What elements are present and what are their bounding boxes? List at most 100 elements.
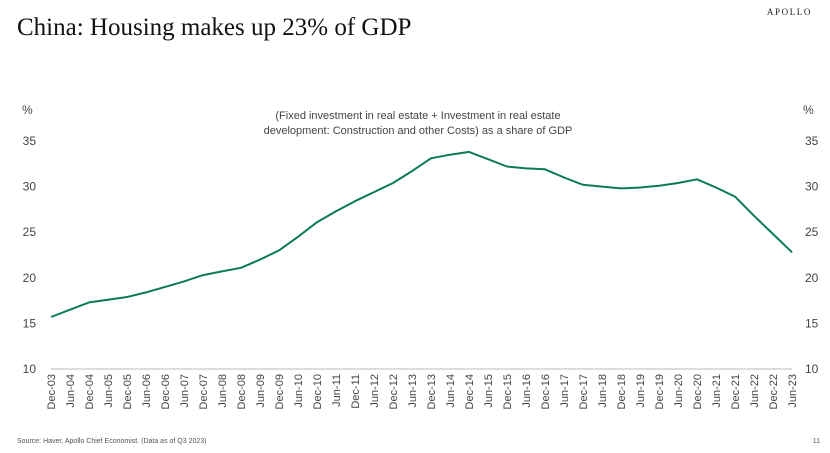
data-point bbox=[164, 285, 167, 288]
data-point bbox=[145, 291, 148, 294]
x-tick-label: Dec-09 bbox=[274, 374, 286, 409]
data-point bbox=[107, 298, 110, 301]
x-tick-label: Jun-22 bbox=[749, 374, 761, 408]
x-tick-label: Dec-12 bbox=[388, 374, 400, 409]
x-tick-label: Jun-08 bbox=[217, 374, 229, 408]
brand-logo-text: APOLLO bbox=[766, 7, 812, 17]
data-point bbox=[525, 167, 528, 170]
data-point bbox=[430, 157, 433, 160]
data-point bbox=[297, 235, 300, 238]
data-point bbox=[563, 176, 566, 179]
x-tick-label: Jun-09 bbox=[255, 374, 267, 408]
x-tick-label: Dec-15 bbox=[502, 374, 514, 409]
data-point bbox=[316, 221, 319, 224]
x-tick-label: Dec-18 bbox=[616, 374, 628, 409]
x-axis: Dec-03 Jun-04 Dec-04 Jun-05 Dec-05 Jun-06 Dec-… bbox=[46, 374, 799, 409]
x-tick-label: Dec-08 bbox=[236, 374, 248, 409]
x-tick-label: Dec-11 bbox=[350, 374, 362, 409]
data-point bbox=[278, 249, 281, 252]
data-point bbox=[734, 195, 737, 198]
data-point bbox=[183, 280, 186, 283]
data-point bbox=[221, 270, 224, 273]
x-tick-label: Dec-07 bbox=[198, 374, 210, 409]
data-point bbox=[601, 185, 604, 188]
chart-subtitle-line: (Fixed investment in real estate + Inves… bbox=[275, 110, 560, 122]
page-number: 11 bbox=[812, 438, 820, 445]
x-tick-label: Dec-16 bbox=[540, 374, 552, 409]
source-note: Source: Haver, Apollo Chief Economist. (… bbox=[17, 438, 207, 445]
data-point bbox=[373, 191, 376, 194]
data-point bbox=[620, 187, 623, 190]
page-title: China: Housing makes up 23% of GDP bbox=[17, 14, 412, 41]
data-point bbox=[50, 316, 53, 319]
x-tick-label: Dec-21 bbox=[730, 374, 742, 409]
chart-subtitle: (Fixed investment in real estate + Inves… bbox=[264, 110, 573, 137]
data-point bbox=[487, 158, 490, 161]
data-point bbox=[240, 266, 243, 269]
x-tick-label: Jun-23 bbox=[787, 374, 799, 408]
y-tick-label-right: 25 bbox=[805, 225, 819, 239]
y-tick-label-left: 35 bbox=[23, 134, 37, 148]
x-tick-label: Dec-05 bbox=[122, 374, 134, 409]
x-tick-label: Dec-22 bbox=[768, 374, 780, 409]
y-tick-label-right: 10 bbox=[805, 362, 819, 376]
data-point bbox=[468, 150, 471, 153]
chart-subtitle-line: development: Construction and other Cost… bbox=[264, 125, 573, 137]
data-point bbox=[639, 186, 642, 189]
y-tick-label-right: 15 bbox=[805, 316, 819, 330]
series-line bbox=[50, 150, 793, 318]
y-tick-label-right: 20 bbox=[805, 271, 819, 285]
data-point bbox=[677, 182, 680, 185]
x-tick-label: Dec-04 bbox=[84, 374, 96, 409]
x-tick-label: Jun-05 bbox=[103, 374, 115, 408]
data-point bbox=[715, 186, 718, 189]
y-tick-label-left: 25 bbox=[23, 225, 37, 239]
y-tick-label-left: 30 bbox=[23, 180, 37, 194]
x-tick-label: Jun-15 bbox=[483, 374, 495, 408]
data-point bbox=[696, 178, 699, 181]
x-tick-label: Jun-16 bbox=[521, 374, 533, 408]
data-point bbox=[791, 251, 794, 254]
x-tick-label: Jun-20 bbox=[673, 374, 685, 408]
y-axis-unit-right: % bbox=[803, 103, 814, 117]
y-axis-left: 10 15 20 25 30 35 bbox=[23, 134, 37, 376]
x-tick-label: Jun-18 bbox=[597, 374, 609, 408]
data-point bbox=[69, 308, 72, 311]
y-tick-label-right: 35 bbox=[805, 134, 819, 148]
x-tick-label: Dec-19 bbox=[654, 374, 666, 409]
x-tick-label: Dec-10 bbox=[312, 374, 324, 409]
data-point bbox=[772, 233, 775, 236]
data-point bbox=[506, 165, 509, 168]
y-tick-label-right: 30 bbox=[805, 180, 819, 194]
y-tick-label-left: 10 bbox=[23, 362, 37, 376]
data-point bbox=[753, 214, 756, 217]
x-tick-label: Jun-14 bbox=[445, 374, 457, 408]
data-point bbox=[658, 184, 661, 187]
x-tick-label: Jun-13 bbox=[407, 374, 419, 408]
data-point bbox=[449, 153, 452, 156]
x-tick-label: Jun-10 bbox=[293, 374, 305, 408]
x-tick-label: Jun-19 bbox=[635, 374, 647, 408]
x-tick-label: Dec-14 bbox=[464, 374, 476, 409]
x-tick-label: Jun-21 bbox=[711, 374, 723, 408]
y-axis-unit-left: % bbox=[22, 103, 33, 117]
data-point bbox=[582, 183, 585, 186]
data-point bbox=[411, 170, 414, 173]
x-tick-label: Jun-11 bbox=[331, 374, 343, 407]
data-point bbox=[354, 200, 357, 203]
x-tick-label: Jun-12 bbox=[369, 374, 381, 408]
x-tick-label: Jun-17 bbox=[559, 374, 571, 408]
data-point bbox=[392, 182, 395, 185]
y-axis-right: 10 15 20 25 30 35 bbox=[805, 134, 819, 376]
data-point bbox=[335, 210, 338, 213]
data-point bbox=[544, 168, 547, 171]
x-tick-label: Jun-06 bbox=[141, 374, 153, 408]
x-tick-label: Dec-17 bbox=[578, 374, 590, 409]
data-point bbox=[88, 301, 91, 304]
x-tick-label: Dec-06 bbox=[160, 374, 172, 409]
x-tick-label: Jun-04 bbox=[65, 374, 77, 408]
data-points bbox=[50, 150, 794, 318]
data-point bbox=[126, 296, 129, 299]
x-tick-label: Dec-03 bbox=[46, 374, 58, 409]
